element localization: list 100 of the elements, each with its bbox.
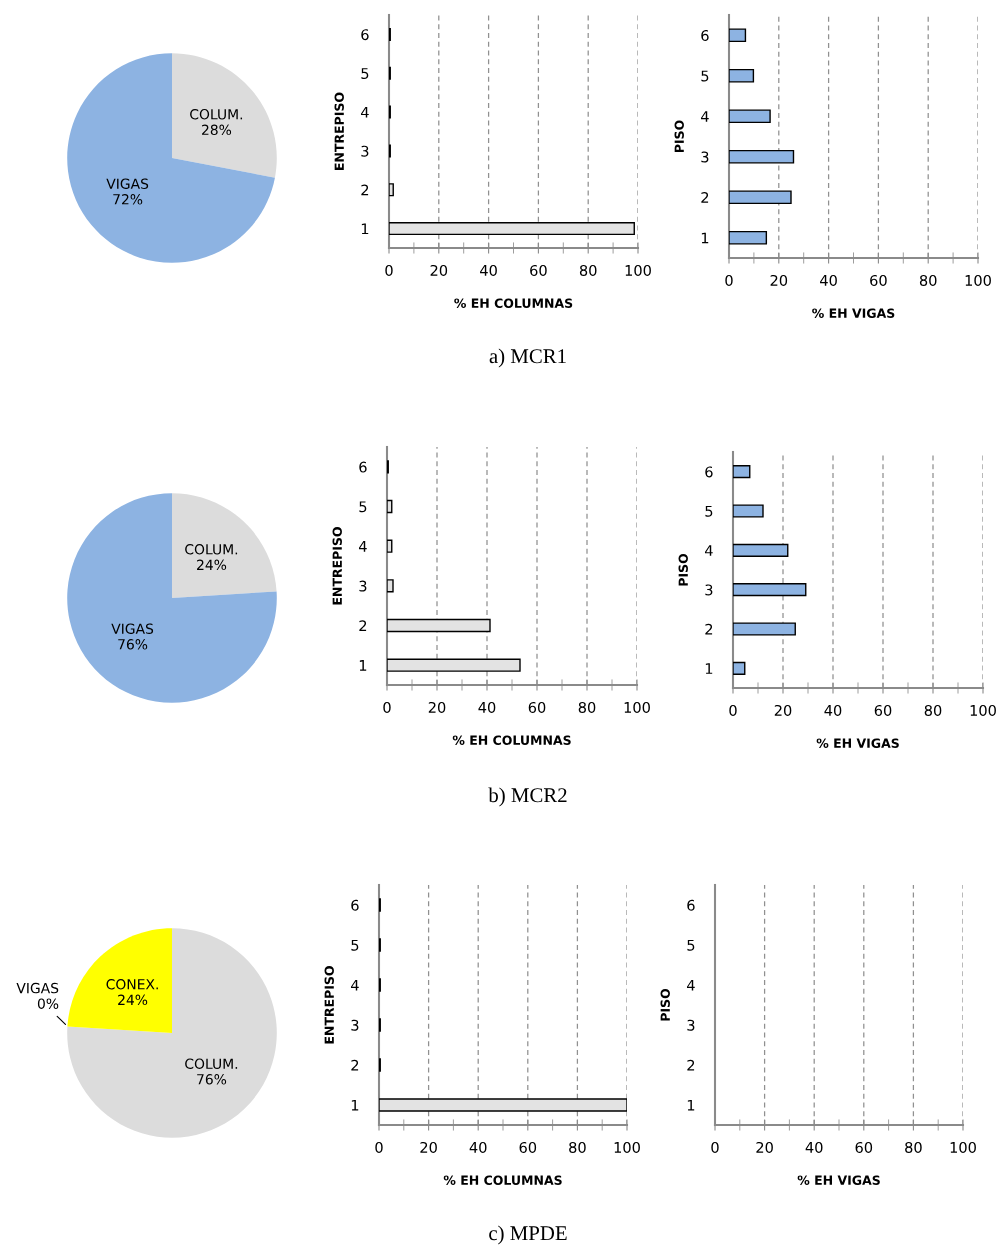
bar [387, 539, 393, 553]
data-label: 76% [197, 1074, 227, 1085]
pie-slice [67, 928, 277, 1138]
text: a) MCR1 [489, 348, 566, 368]
x-tick-label: 100 [965, 274, 991, 286]
bar [387, 658, 521, 672]
x-tick-label: 40 [469, 1141, 487, 1153]
x-tick-label: 80 [569, 1141, 586, 1153]
y-tick-label: 4 [360, 106, 369, 118]
bar [389, 222, 635, 236]
bar [729, 68, 755, 83]
y-tick-label: 4 [350, 979, 359, 991]
data-label: 24% [118, 994, 148, 1006]
x-tick-label: 0 [725, 274, 733, 286]
bar [729, 190, 792, 205]
y-tick-label: 6 [361, 29, 369, 41]
x-axis-title: % EH COLUMNAS [443, 1175, 562, 1185]
bar [729, 28, 747, 43]
x-tick-label: 40 [478, 701, 496, 713]
bar [733, 661, 746, 675]
bar [733, 622, 796, 636]
x-tick-label: 60 [870, 274, 887, 286]
y-tick-label: 4 [704, 545, 713, 556]
slice-label: VIGAS [106, 178, 149, 189]
x-tick-label: 60 [874, 704, 892, 716]
slice-label: COLUM. [185, 544, 238, 555]
x-tick-label: 60 [530, 264, 547, 276]
y-tick-label: 5 [351, 939, 359, 951]
y-tick-label: 6 [687, 899, 695, 911]
y-tick-label: 2 [351, 1059, 359, 1071]
x-tick-label: 100 [614, 1141, 640, 1153]
y-tick-label: 6 [705, 466, 713, 478]
y-tick-label: 6 [701, 29, 709, 41]
y-tick-label: 3 [701, 151, 709, 163]
x-tick-label: 100 [950, 1141, 976, 1153]
x-tick-label: 80 [924, 704, 942, 716]
y-tick-label: 2 [701, 191, 709, 203]
y-tick-label: 2 [687, 1059, 695, 1071]
x-tick-label: 40 [824, 704, 842, 716]
y-tick-label: 3 [359, 580, 367, 592]
x-tick-label: 100 [970, 704, 996, 716]
x-tick-label: 0 [385, 264, 393, 276]
x-tick-label: 100 [624, 701, 650, 713]
y-axis-title: ENTREPISO [332, 527, 342, 605]
x-tick-label: 20 [756, 1141, 773, 1153]
y-tick-label: 3 [361, 145, 369, 157]
x-tick-label: 60 [528, 701, 546, 713]
x-tick-label: 80 [905, 1141, 922, 1153]
y-tick-label: 4 [686, 979, 695, 991]
bar [387, 618, 491, 633]
x-tick-label: 80 [578, 701, 596, 713]
x-axis-title: % EH VIGAS [812, 308, 895, 318]
x-axis-title: % EH COLUMNAS [454, 298, 573, 308]
y-tick-label: 6 [351, 899, 359, 911]
y-tick-label: 1 [351, 1099, 359, 1111]
pie-slice [172, 53, 277, 178]
category-label: VIGAS [16, 982, 59, 994]
y-tick-label: 2 [361, 184, 369, 196]
data-label: 28% [202, 124, 232, 136]
y-tick-label: 5 [361, 68, 369, 79]
x-tick-label: 60 [855, 1141, 873, 1153]
y-tick-label: 5 [701, 70, 709, 82]
x-tick-label: 20 [770, 274, 788, 286]
x-tick-label: 0 [729, 704, 737, 716]
data-label: 72% [113, 194, 143, 205]
y-tick-label: 3 [687, 1019, 695, 1031]
y-tick-label: 5 [705, 505, 713, 517]
y-axis-title: PISO [660, 988, 670, 1021]
x-axis-title: % EH COLUMNAS [452, 735, 571, 745]
y-tick-label: 2 [359, 620, 367, 632]
y-tick-label: 5 [687, 939, 695, 951]
text: 0% [37, 998, 59, 1009]
y-tick-label: 1 [361, 223, 369, 235]
bar [733, 583, 807, 597]
y-axis-title: ENTREPISO [324, 966, 334, 1044]
bar [729, 230, 768, 245]
data-label: 76% [118, 639, 148, 650]
y-tick-label: 1 [705, 663, 713, 674]
bar [387, 499, 393, 514]
x-tick-label: 0 [383, 701, 391, 713]
x-tick-label: 20 [774, 704, 792, 716]
y-axis-title: PISO [678, 553, 688, 586]
text: c) MPDE [489, 1225, 567, 1245]
bar [733, 504, 764, 518]
pie-slice [67, 493, 277, 703]
slice-label: CONEX. [106, 979, 158, 990]
pie-slice [67, 53, 275, 263]
y-tick-label: 6 [359, 461, 367, 473]
x-tick-label: 60 [519, 1141, 537, 1153]
y-tick-label: 1 [701, 232, 709, 244]
bar [729, 109, 771, 124]
x-tick-label: 80 [579, 264, 597, 276]
slice-label: COLUM. [190, 109, 243, 120]
y-tick-label: 4 [358, 541, 367, 552]
bar [733, 465, 751, 479]
y-tick-label: 2 [705, 623, 713, 635]
y-tick-label: 5 [359, 501, 367, 513]
x-tick-label: 40 [480, 264, 497, 276]
pie-slice [172, 493, 277, 598]
pie-slice [67, 928, 172, 1033]
